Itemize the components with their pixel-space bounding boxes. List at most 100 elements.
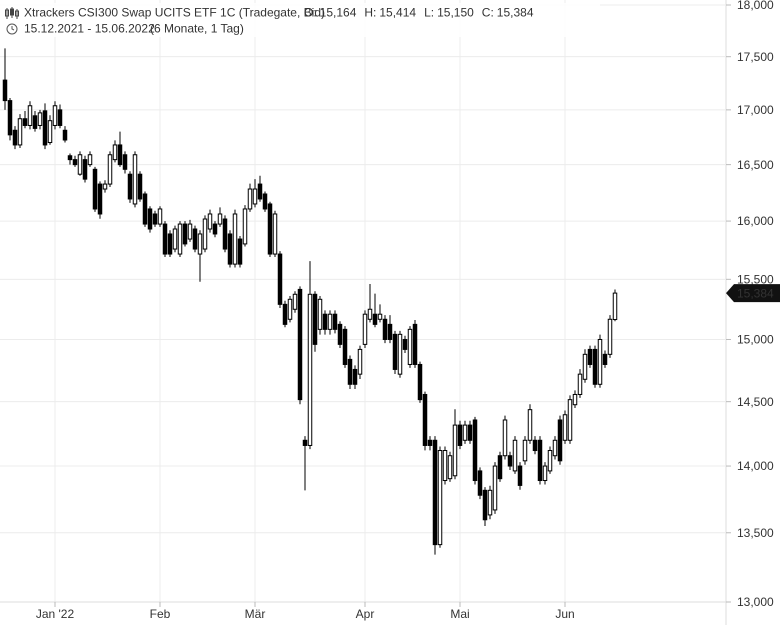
candle-body bbox=[207, 213, 213, 230]
candle-body bbox=[567, 399, 573, 441]
candle-body bbox=[182, 223, 188, 245]
y-tick-label: 15,000 bbox=[737, 333, 774, 347]
candle-body bbox=[467, 424, 473, 441]
candle-body bbox=[432, 439, 438, 546]
candle-body bbox=[597, 338, 603, 385]
last-price-badge bbox=[726, 284, 780, 303]
candle-body bbox=[607, 318, 613, 355]
candle-body bbox=[562, 414, 568, 441]
candle-body bbox=[117, 144, 123, 166]
candle-body bbox=[262, 193, 268, 210]
candle-body bbox=[2, 79, 8, 102]
candle-body bbox=[577, 373, 583, 395]
candle-body bbox=[297, 288, 303, 401]
candle-body bbox=[507, 455, 513, 467]
candle-body bbox=[177, 223, 183, 255]
period: (6 Monate, 1 Tag) bbox=[150, 22, 244, 36]
candle-body bbox=[512, 439, 518, 472]
candle-body bbox=[217, 213, 223, 225]
candle-body bbox=[462, 424, 468, 441]
candle-body bbox=[402, 338, 408, 350]
y-tick-label: 14,000 bbox=[737, 459, 774, 473]
candle-body bbox=[367, 308, 373, 320]
candle-body bbox=[552, 439, 558, 457]
candle-body bbox=[237, 238, 243, 265]
x-tick-label: Jan '22 bbox=[36, 607, 75, 621]
candle-body bbox=[22, 118, 28, 126]
candle-body bbox=[77, 154, 83, 175]
candle-body bbox=[127, 173, 133, 200]
plot-area bbox=[0, 0, 725, 603]
candle-body bbox=[602, 353, 608, 365]
candle-body bbox=[527, 409, 533, 441]
candle-body bbox=[437, 450, 443, 546]
candle-body bbox=[422, 393, 428, 446]
quote-key: C: bbox=[482, 6, 494, 20]
y-tick-label: 17,000 bbox=[737, 103, 774, 117]
candle-body bbox=[347, 358, 353, 385]
y-tick-label: 17,500 bbox=[737, 50, 774, 64]
candle-body bbox=[272, 213, 278, 255]
candle-body bbox=[362, 313, 368, 345]
candle-body bbox=[242, 208, 248, 245]
y-tick-label: 14,500 bbox=[737, 395, 774, 409]
y-tick-label: 16,000 bbox=[737, 214, 774, 228]
candle-body bbox=[192, 228, 198, 250]
candle-body bbox=[292, 293, 298, 310]
clock-icon bbox=[6, 23, 18, 35]
candle-body bbox=[132, 154, 138, 205]
header-quote: O: 15,164 H: 15,414 L: 15,150 C: 15,384 bbox=[304, 6, 534, 20]
quote-value: 15,150 bbox=[437, 6, 474, 20]
candle-body bbox=[377, 313, 383, 320]
candle-body bbox=[222, 218, 228, 250]
candle-body bbox=[327, 313, 333, 330]
candle-body bbox=[382, 318, 388, 340]
candle-body bbox=[492, 465, 498, 511]
candle-body bbox=[27, 105, 33, 126]
candle-body bbox=[532, 439, 538, 452]
candle-body bbox=[542, 465, 548, 482]
candle-body bbox=[252, 188, 258, 205]
candle-body bbox=[357, 348, 363, 375]
candle-icon bbox=[5, 7, 19, 19]
candle-body bbox=[447, 455, 453, 480]
candle-body bbox=[472, 419, 478, 482]
candle-body bbox=[162, 223, 168, 255]
candle-body bbox=[97, 183, 103, 215]
candle-body bbox=[167, 233, 173, 255]
quote-key: H: bbox=[364, 6, 376, 20]
candle-body bbox=[87, 154, 93, 166]
y-tick-label: 15,500 bbox=[737, 272, 774, 286]
candle-body bbox=[612, 292, 618, 321]
x-tick-label: Apr bbox=[356, 607, 375, 621]
candle-body bbox=[482, 489, 488, 521]
candle-body bbox=[287, 298, 293, 320]
header: Xtrackers CSI300 Swap UCITS ETF 1C (Trad… bbox=[0, 3, 600, 37]
candle-body bbox=[202, 218, 208, 250]
candle-body bbox=[232, 213, 238, 265]
candle-body bbox=[142, 193, 148, 225]
candle-body bbox=[537, 439, 543, 482]
candle-body bbox=[47, 120, 53, 144]
candle-body bbox=[302, 439, 308, 446]
candle-body bbox=[392, 333, 398, 370]
candle-body bbox=[147, 208, 153, 230]
candle-body bbox=[592, 348, 598, 385]
candle-body bbox=[37, 112, 43, 126]
candle-body bbox=[442, 450, 448, 482]
candle-body bbox=[227, 233, 233, 265]
date-range: 15.12.2021 - 15.06.2022 bbox=[24, 22, 155, 36]
candle-body bbox=[122, 154, 128, 170]
candle-body bbox=[112, 144, 118, 161]
candle-body bbox=[497, 455, 503, 480]
candle-body bbox=[322, 313, 328, 330]
candle-body bbox=[107, 154, 113, 185]
candle-body bbox=[197, 233, 203, 255]
quote-value: 15,414 bbox=[379, 6, 416, 20]
candle-body bbox=[342, 328, 348, 365]
candle-body bbox=[387, 323, 393, 340]
candle-body bbox=[32, 115, 38, 129]
y-tick-label: 13,500 bbox=[737, 526, 774, 540]
x-tick-label: Mär bbox=[245, 607, 266, 621]
